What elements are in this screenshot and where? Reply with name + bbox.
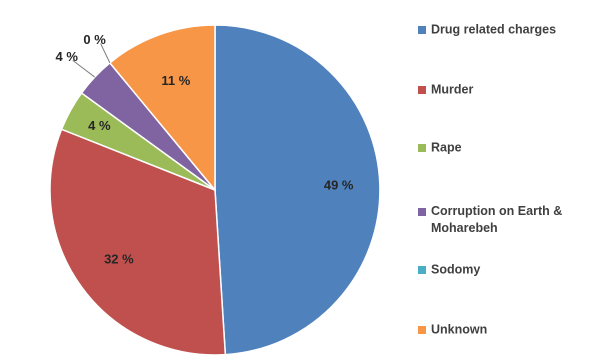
pie-slice-murder [49,128,227,356]
data-label-drug-related-charges: 49 % [324,178,354,193]
legend-swatch-drug-related-charges [418,26,426,34]
legend-item-murder: Murder [418,82,474,96]
legend-item-drug-related-charges: Drug related charges [418,22,556,36]
legend-swatch-murder [418,86,426,94]
pie-slice-unknown [108,24,216,193]
legend-item-rape: Rape [418,140,462,154]
data-labels: 49 % 32 % 4 % 4 % 0 % 11 % [56,32,354,266]
leader-lines [72,43,111,78]
data-label-rape: 4 % [88,118,111,133]
pie-slice-drug-related-charges [214,24,381,356]
data-label-corruption-on-earth-moharebeh: 4 % [56,49,79,64]
pie-slices [49,24,381,356]
legend-swatch-corruption-on-earth-moharebeh [418,208,426,216]
legend-label-sodomy: Sodomy [431,262,480,276]
legend-item-sodomy: Sodomy [418,262,480,276]
legend-label-rape: Rape [431,140,462,154]
legend-swatch-unknown [418,326,426,334]
legend-item-corruption-on-earth-moharebeh: Corruption on Earth & Moharebeh [418,204,562,235]
legend: Drug related charges Murder Rape Corruption… [418,22,562,336]
data-label-murder: 32 % [104,251,134,266]
data-label-sodomy: 0 % [83,32,106,47]
legend-label-murder: Murder [431,82,474,96]
legend-swatch-rape [418,144,426,152]
legend-label-corruption-on-earth-moharebeh: Corruption on Earth & Moharebeh [431,204,562,235]
legend-label-unknown: Unknown [431,322,487,336]
legend-item-unknown: Unknown [418,322,487,336]
legend-swatch-sodomy [418,266,426,274]
leader-line-sodomy [100,43,111,64]
leader-line-corruption-on-earth-moharebeh [72,60,96,78]
legend-label-drug-related-charges: Drug related charges [431,22,556,36]
data-label-unknown: 11 % [161,73,190,88]
